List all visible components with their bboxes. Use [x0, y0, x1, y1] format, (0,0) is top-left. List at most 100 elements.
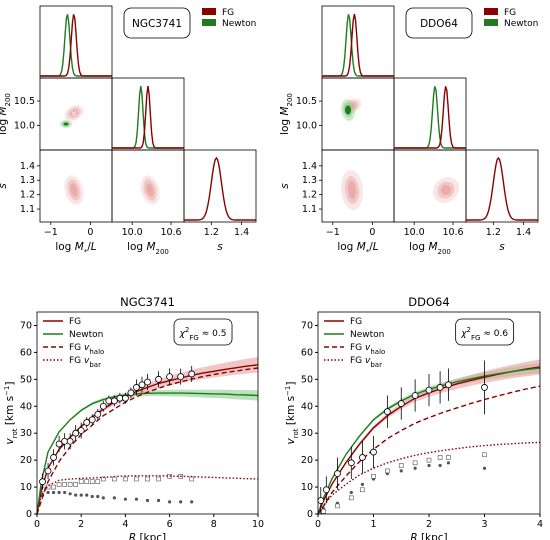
gas-point [335, 503, 340, 509]
series-line-fg-v_bar [317, 441, 541, 515]
corner-plot-ngc3741: × −1 0 10.0 10.6 1.2 1.4 10.5 10.0 1.4 1.3 1.2 1.1 lo… [0, 5, 257, 256]
observed-point [317, 497, 325, 504]
observed-point [411, 392, 419, 399]
newton-posterior-r1 [394, 86, 466, 149]
stellar-point [413, 466, 417, 470]
x-tick-label: 2 [426, 519, 432, 530]
stellar-point [156, 498, 161, 503]
stellar-point [190, 500, 194, 504]
observed-point [94, 410, 102, 418]
gas-point [84, 479, 90, 484]
x-tick-label: 0 [87, 227, 93, 238]
chi2-label: χ2FG ≈ 0.5 [179, 326, 227, 342]
observed-point [39, 478, 46, 486]
legend-label-newton: Newton [504, 19, 538, 29]
fg-contour-s-ml-level-2 [347, 181, 357, 199]
observed-point [445, 381, 452, 389]
legend-swatch-fg [484, 8, 498, 15]
observed-point [44, 467, 52, 475]
legend-swatch-newton [484, 19, 498, 26]
corner-axes-r1-c0 [321, 77, 395, 151]
stellar-point [85, 493, 89, 497]
observed-point [436, 384, 444, 391]
x-tick-label: 0 [315, 519, 321, 530]
fg-contour-s-m200-level-2 [441, 185, 451, 195]
gas-point [482, 452, 487, 458]
observed-point [188, 370, 196, 378]
fg-posterior-r2 [184, 156, 256, 221]
legend-label: FG vbar [69, 356, 101, 369]
x-tick-label: −1 [44, 227, 58, 238]
stellar-point [74, 493, 78, 497]
y-axis-label-s: s [0, 183, 9, 189]
y-tick-label: 50 [301, 374, 313, 385]
y-tick-label: 0 [307, 509, 313, 520]
legend-label: Newton [69, 330, 103, 340]
stellar-point [446, 461, 451, 465]
y-tick-label: 1.1 [20, 204, 35, 215]
y-axis-label-s: s [279, 183, 291, 189]
chi2-box [173, 318, 233, 346]
x-tick-label: 4 [122, 519, 128, 530]
y-tick-label: 50 [20, 374, 32, 385]
legend-swatch-fg [202, 8, 216, 15]
observed-point [83, 419, 91, 426]
y-tick-label: 40 [301, 401, 313, 412]
gas-point [134, 476, 139, 482]
x-axis-label: R [kpc] [129, 532, 166, 540]
legend-label-fg: FG [504, 8, 516, 18]
gas-point [412, 460, 418, 466]
y-axis-label: vrot [km s−1] [284, 382, 300, 445]
observed-point [383, 408, 391, 416]
gas-point [189, 476, 194, 482]
stellar-point [482, 466, 487, 470]
x-tick-label: 10.6 [442, 227, 463, 238]
series-line-fg-v_halo [36, 367, 259, 515]
gas-point [371, 473, 376, 479]
newton-core-mass [345, 105, 351, 115]
chi2-label: χ2FG ≈ 0.6 [460, 326, 508, 342]
y-tick-label: 1.4 [20, 161, 35, 172]
gas-point [437, 455, 443, 460]
observed-point [334, 470, 341, 478]
observed-point [122, 394, 129, 402]
x-axis-label: R [kpc] [410, 532, 447, 540]
x-axis-label-logm200: log M200 [409, 241, 451, 256]
gas-point [67, 482, 73, 487]
x-axis-label-logml: log M*/L [55, 241, 96, 256]
chart-title: DDO64 [408, 295, 449, 309]
y-tick-label: 1.2 [302, 190, 317, 201]
x-axis-label-s: s [217, 241, 223, 253]
stellar-point [79, 493, 83, 497]
observed-point [88, 416, 96, 424]
observed-point [177, 373, 185, 381]
stellar-point [96, 494, 100, 499]
observed-point [99, 402, 107, 410]
stellar-point [112, 496, 116, 500]
corner-plot-ddo64: −1 0 10.0 10.6 1.2 1.4 10.5 10.0 1.4 1.3 1.2 1.1 log… [279, 5, 539, 256]
newton-posterior-r1 [112, 85, 184, 149]
observed-point [481, 384, 488, 391]
x-tick-label: −1 [326, 227, 340, 238]
observed-point [166, 373, 174, 381]
observed-point [144, 378, 151, 386]
x-tick-label: 10.6 [160, 227, 181, 238]
series-line-newton [36, 392, 259, 515]
series-line-fg-v_halo [317, 385, 541, 515]
y-tick-label: 10.0 [14, 121, 35, 132]
fg-mean-marker-mass: × [71, 109, 78, 118]
chart-title: NGC3741 [120, 295, 175, 309]
corner-axes-r0-c0 [321, 5, 395, 79]
gas-point [78, 479, 84, 484]
observed-point [397, 400, 405, 407]
stellar-point [360, 482, 364, 486]
gas-point [156, 476, 161, 482]
fg-posterior-r0 [322, 13, 394, 77]
gas-point [398, 463, 404, 468]
observed-point [55, 440, 63, 448]
observed-point [370, 448, 377, 456]
fg-posterior-r1 [394, 86, 466, 149]
